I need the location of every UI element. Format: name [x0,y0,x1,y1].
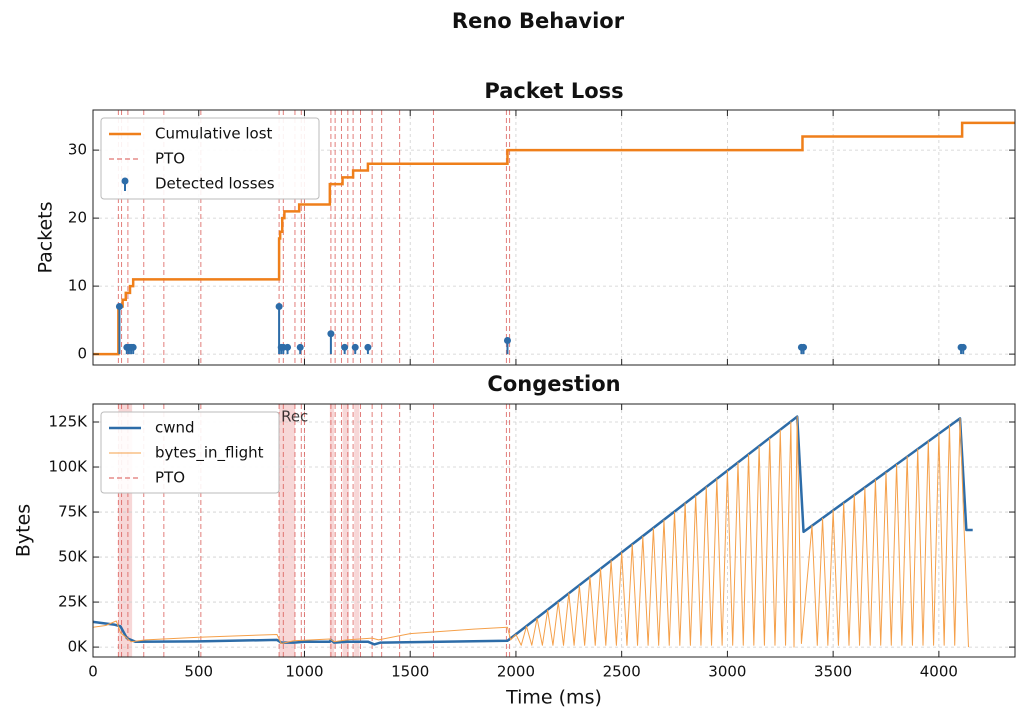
recovery-span [342,404,349,657]
recovery-span [329,404,335,657]
x-tick-label: 1500 [391,663,429,681]
stem-marker [115,303,123,311]
y-tick-label: 50K [58,548,88,566]
legend-swatch [121,177,129,185]
x-tick-label: 1000 [285,663,323,681]
y-tick-label: 30 [68,141,87,159]
plot-area [93,404,1015,657]
x-axis-label: Time (ms) [505,687,602,709]
y-tick-label: 20 [68,209,87,227]
legend-label: Detected losses [155,175,275,193]
legend-box [100,411,280,494]
recovery-span [354,404,360,657]
y-tick-label: 0 [77,345,87,363]
x-tick-label: 500 [184,663,213,681]
x-tick-label: 4000 [920,663,958,681]
annotation: Rec [281,408,308,426]
stem-marker [129,343,137,351]
stem-marker [284,343,292,351]
stem-marker [275,303,283,311]
legend-label: bytes_in_flight [155,444,264,463]
y-tick-label: 75K [58,503,88,521]
stem-marker [959,343,967,351]
y-tick-label: 100K [49,458,89,476]
axes-frame [92,109,1016,366]
y-tick-label: 0K [68,638,89,656]
subplot-title: Packet Loss [484,79,623,103]
legend-label: cwnd [155,419,195,437]
stem-marker [327,330,335,338]
recovery-span [279,404,295,657]
y-tick-label: 125K [49,413,89,431]
stem-marker [351,343,359,351]
x-tick-label: 0 [88,663,98,681]
y-axis-label: Packets [35,201,57,273]
x-tick-label: 2500 [603,663,641,681]
legend-box [100,117,320,200]
y-tick-label: 10 [68,277,87,295]
x-tick-label: 2000 [497,663,535,681]
step-line [93,121,1015,356]
axes-frame [92,403,1016,658]
subplot-title: Congestion [487,372,620,396]
y-tick-label: 25K [58,593,88,611]
x-tick-label: 3000 [708,663,746,681]
stem-marker [341,343,349,351]
legend-label: PTO [155,469,185,487]
legend-label: Cumulative lost [155,125,273,143]
stem-marker [503,337,511,345]
figure-title: Reno Behavior [452,9,625,33]
legend-label: PTO [155,150,185,168]
stem-marker [364,343,372,351]
stem-marker [296,343,304,351]
series-line [93,416,969,648]
y-axis-label: Bytes [13,504,35,557]
stem-marker [800,343,808,351]
x-tick-label: 3500 [814,663,852,681]
